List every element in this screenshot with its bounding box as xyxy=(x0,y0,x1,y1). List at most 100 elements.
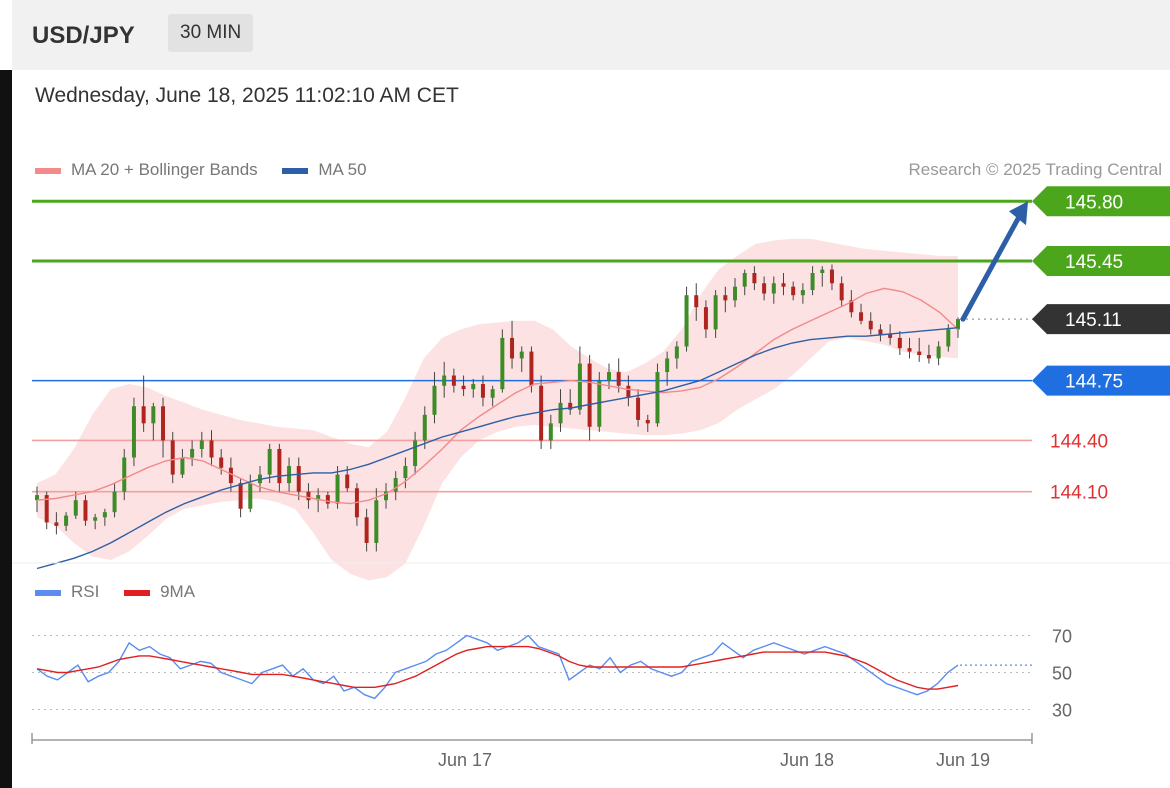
chart-legend: MA 20 + Bollinger Bands MA 50 xyxy=(35,160,387,180)
candle xyxy=(316,488,321,513)
level-145-11: 145.11 xyxy=(960,304,1170,335)
candle xyxy=(374,488,379,552)
level-label: 144.40 xyxy=(1050,431,1108,452)
candle-body xyxy=(781,283,786,287)
candle xyxy=(645,414,650,432)
candle-body xyxy=(461,385,466,390)
candle-body xyxy=(539,385,544,441)
candle-body xyxy=(131,406,136,458)
candle-body xyxy=(306,491,311,501)
candle-body xyxy=(868,320,873,330)
legend-rsi-ma-swatch xyxy=(124,589,151,596)
candle xyxy=(161,397,166,458)
candle-body xyxy=(44,495,49,523)
candle-body xyxy=(228,467,233,484)
timeframe-button[interactable]: 30 MIN xyxy=(168,14,254,52)
candle xyxy=(102,508,107,526)
candle-body xyxy=(791,286,796,296)
candle-body xyxy=(568,402,573,410)
candle xyxy=(781,273,786,296)
candle xyxy=(897,331,902,355)
candle-body xyxy=(587,363,592,427)
legend-rsi: RSI xyxy=(35,582,99,602)
candle-body xyxy=(267,448,272,475)
candle-body xyxy=(713,295,718,330)
candle xyxy=(180,448,185,478)
credit-text: Research © 2025 Trading Central xyxy=(908,160,1163,179)
candle-body xyxy=(606,372,611,381)
candle xyxy=(190,440,195,467)
candle-body xyxy=(83,500,88,521)
candle xyxy=(849,290,854,318)
candle xyxy=(839,276,844,308)
candle-body xyxy=(936,346,941,359)
legend-ma20-swatch xyxy=(35,167,61,174)
candle-body xyxy=(480,384,485,398)
candle-body xyxy=(403,466,408,478)
candle xyxy=(248,474,253,513)
candle-body xyxy=(926,355,931,359)
rsi-legend: RSI 9MA xyxy=(35,582,215,602)
candle-body xyxy=(316,495,321,501)
level-badge xyxy=(1032,246,1170,277)
candle-body xyxy=(112,491,117,513)
candle-body xyxy=(645,419,650,424)
candle xyxy=(364,508,369,552)
candle-body xyxy=(558,402,563,424)
candle-body xyxy=(345,474,350,489)
candle-body xyxy=(878,329,883,335)
candle xyxy=(820,266,825,287)
candle xyxy=(480,375,485,407)
x-tick-label: Jun 19 xyxy=(936,750,990,770)
candle-body xyxy=(703,307,708,330)
candle xyxy=(597,372,602,432)
x-tick-label: Jun 17 xyxy=(438,750,492,770)
candle xyxy=(859,303,864,325)
level-badge xyxy=(1032,365,1170,396)
candle-body xyxy=(839,283,844,301)
candle-body xyxy=(742,273,747,287)
candle xyxy=(44,491,49,530)
candle-body xyxy=(364,517,369,543)
candle xyxy=(141,375,146,432)
candle-body xyxy=(151,406,156,424)
level-label: 144.10 xyxy=(1050,483,1108,504)
candle xyxy=(548,414,553,449)
rsi-tick-label: 30 xyxy=(1052,701,1072,721)
candle xyxy=(791,281,796,301)
candle xyxy=(151,402,156,441)
header-bar: USD/JPY 30 MIN xyxy=(12,0,1170,70)
candle xyxy=(471,378,476,398)
level-badge-label: 145.11 xyxy=(1065,310,1122,331)
candle-body xyxy=(199,440,204,449)
candle-body xyxy=(335,474,340,504)
legend-rsi-ma: 9MA xyxy=(124,582,195,602)
candle-body xyxy=(413,440,418,467)
forecast-arrow-head xyxy=(1009,201,1028,226)
candle-body xyxy=(829,269,834,284)
candle xyxy=(519,346,524,373)
candle xyxy=(829,264,834,291)
candle-body xyxy=(519,351,524,359)
symbol-label: USD/JPY xyxy=(32,22,135,49)
candle xyxy=(451,368,456,393)
level-badge-label: 144.75 xyxy=(1065,372,1123,393)
level-145-80: 145.80 xyxy=(32,186,1170,217)
candle-body xyxy=(277,448,282,484)
candle xyxy=(500,329,505,393)
candle-body xyxy=(442,375,447,386)
candle-body xyxy=(102,512,107,518)
candle xyxy=(626,375,631,407)
candle xyxy=(73,491,78,519)
candle-body xyxy=(422,414,427,441)
level-badge xyxy=(1032,304,1170,335)
rsi-line xyxy=(36,634,959,700)
candle xyxy=(771,276,776,304)
candle-body xyxy=(859,312,864,321)
candle-body xyxy=(917,351,922,355)
candle xyxy=(306,483,311,509)
candle xyxy=(64,512,69,531)
candle xyxy=(384,483,389,509)
candle-body xyxy=(849,300,854,313)
candle xyxy=(868,312,873,335)
